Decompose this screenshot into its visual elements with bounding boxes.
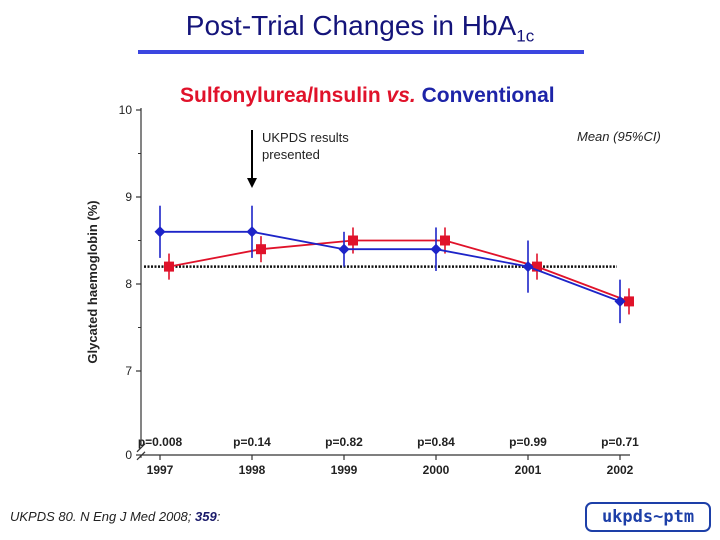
citation-text: UKPDS 80. N Eng J Med 2008; [10,509,192,524]
sulfonylurea-insulin-series-line [168,239,630,303]
p-value-label: p=0.14 [233,435,271,449]
conventional-point [338,243,350,255]
conventional-point [246,226,258,238]
y-tick-label: 7 [125,364,132,378]
chart-subtitle: Sulfonylurea/Insulin vs. Conventional [180,84,555,108]
sulfonylurea-insulin-point [256,244,266,255]
slide-title-text: Post-Trial Changes in HbA [185,10,517,41]
logo-text: ukpds~ptm [601,507,695,527]
sulfonylurea-insulin-point [624,296,634,307]
p-value-label: p=0.008 [138,435,183,449]
p-value-label: p=0.71 [601,435,639,449]
x-tick-label: 2002 [607,463,634,477]
x-tick-label: 2001 [515,463,542,477]
subtitle-control: Conventional [421,84,555,107]
sulfonylurea-insulin-point [532,261,542,272]
slide-title-subscript: 1c [516,26,535,46]
p-value-label: p=0.82 [325,435,363,449]
sulfonylurea-insulin-point [164,261,174,272]
y-tick-label: 8 [125,277,132,291]
citation-volume: 359 [195,509,217,524]
citation-end: : [216,509,221,524]
ci-note: Mean (95%CI) [577,129,661,144]
sulfonylurea-insulin-point [440,235,450,246]
conventional-point [522,261,534,273]
subtitle-treatment: Sulfonylurea/Insulin [180,84,381,107]
sulfonylurea-insulin-point [348,235,358,246]
x-tick-label: 2000 [423,463,450,477]
conventional-point [430,243,442,255]
citation: UKPDS 80. N Eng J Med 2008; 359: [10,509,220,524]
annotation-text: UKPDS results presented [262,130,349,162]
y-tick-label: 0 [125,448,132,462]
y-tick-label: 9 [125,190,132,204]
x-tick-label: 1999 [331,463,358,477]
y-axis-label: Glycated haemoglobin (%) [85,200,100,363]
title-underline [138,50,584,54]
y-tick-label: 10 [119,103,133,117]
slide-title: Post-Trial Changes in HbA1c [0,10,720,47]
ukpds-ptm-logo: ukpds~ptm [585,502,711,532]
p-value-label: p=0.99 [509,435,547,449]
subtitle-vs: vs. [386,84,416,107]
x-tick-label: 1998 [239,463,266,477]
x-tick-label: 1997 [147,463,174,477]
axis-break-mark [136,443,146,453]
conventional-point [154,226,166,238]
conventional-point [614,295,626,307]
conventional-series-line [160,230,621,303]
annotation-arrowhead [247,178,257,188]
p-value-label: p=0.84 [417,435,455,449]
